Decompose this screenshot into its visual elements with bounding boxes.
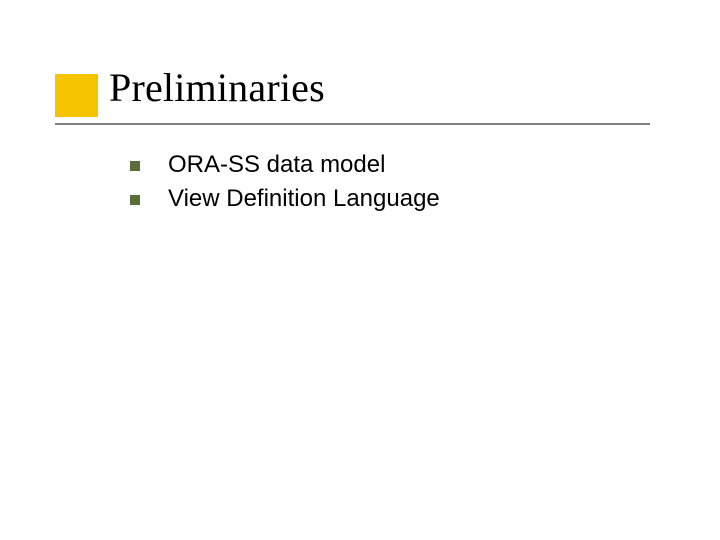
list-item-label: View Definition Language [168,184,440,214]
bullet-list: ORA-SS data model View Definition Languag… [130,150,440,218]
square-bullet-icon [130,161,140,171]
slide-title: Preliminaries [109,64,325,111]
slide: Preliminaries ORA-SS data model View Defi… [0,0,720,540]
square-bullet-icon [130,195,140,205]
title-underline [55,123,650,125]
list-item: ORA-SS data model [130,150,440,180]
list-item-label: ORA-SS data model [168,150,385,180]
list-item: View Definition Language [130,184,440,214]
title-accent-block [55,74,98,117]
